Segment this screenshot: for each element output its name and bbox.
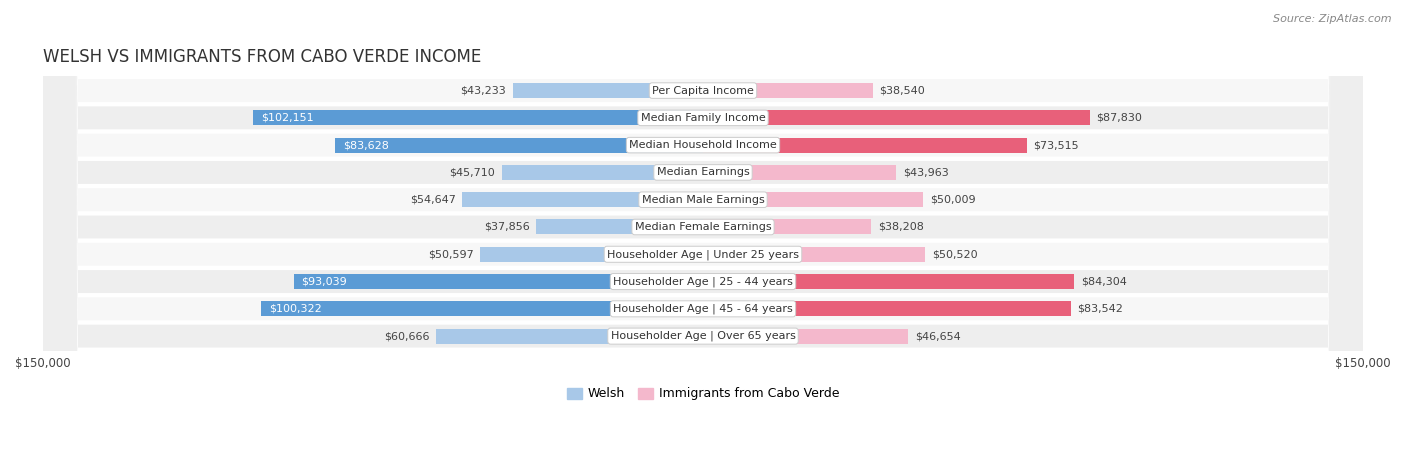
Bar: [703, 219, 872, 234]
Bar: [536, 219, 703, 234]
FancyBboxPatch shape: [42, 0, 1364, 467]
Bar: [253, 110, 703, 125]
Text: $37,856: $37,856: [484, 222, 530, 232]
FancyBboxPatch shape: [42, 0, 1364, 467]
Bar: [262, 301, 703, 316]
Bar: [463, 192, 703, 207]
Bar: [703, 301, 1071, 316]
Text: Per Capita Income: Per Capita Income: [652, 85, 754, 96]
Text: $100,322: $100,322: [270, 304, 322, 314]
Bar: [703, 329, 908, 344]
Bar: [703, 192, 924, 207]
FancyBboxPatch shape: [42, 0, 1364, 467]
Bar: [703, 138, 1026, 153]
Text: $45,710: $45,710: [450, 168, 495, 177]
Text: $50,597: $50,597: [427, 249, 474, 259]
Text: WELSH VS IMMIGRANTS FROM CABO VERDE INCOME: WELSH VS IMMIGRANTS FROM CABO VERDE INCO…: [42, 48, 481, 66]
Bar: [703, 110, 1090, 125]
Bar: [703, 247, 925, 262]
Text: Source: ZipAtlas.com: Source: ZipAtlas.com: [1274, 14, 1392, 24]
FancyBboxPatch shape: [42, 0, 1364, 467]
FancyBboxPatch shape: [42, 0, 1364, 467]
FancyBboxPatch shape: [42, 0, 1364, 467]
Bar: [703, 274, 1074, 289]
Text: $83,628: $83,628: [343, 140, 388, 150]
FancyBboxPatch shape: [42, 0, 1364, 467]
Text: Householder Age | Under 25 years: Householder Age | Under 25 years: [607, 249, 799, 260]
Text: Median Earnings: Median Earnings: [657, 168, 749, 177]
Text: Householder Age | 25 - 44 years: Householder Age | 25 - 44 years: [613, 276, 793, 287]
Text: $73,515: $73,515: [1033, 140, 1078, 150]
Bar: [481, 247, 703, 262]
Text: $43,233: $43,233: [460, 85, 506, 96]
FancyBboxPatch shape: [42, 0, 1364, 467]
Text: $38,208: $38,208: [877, 222, 924, 232]
Bar: [502, 165, 703, 180]
Text: $87,830: $87,830: [1097, 113, 1142, 123]
Text: $60,666: $60,666: [384, 331, 429, 341]
Text: $102,151: $102,151: [262, 113, 314, 123]
Text: $84,304: $84,304: [1081, 276, 1126, 287]
Text: Median Family Income: Median Family Income: [641, 113, 765, 123]
Bar: [294, 274, 703, 289]
Bar: [335, 138, 703, 153]
Text: $46,654: $46,654: [915, 331, 960, 341]
Text: Median Male Earnings: Median Male Earnings: [641, 195, 765, 205]
Bar: [436, 329, 703, 344]
Text: $50,520: $50,520: [932, 249, 977, 259]
Bar: [703, 165, 897, 180]
Text: $50,009: $50,009: [929, 195, 976, 205]
Bar: [513, 83, 703, 98]
Text: $83,542: $83,542: [1077, 304, 1123, 314]
FancyBboxPatch shape: [42, 0, 1364, 467]
Text: Householder Age | 45 - 64 years: Householder Age | 45 - 64 years: [613, 304, 793, 314]
Legend: Welsh, Immigrants from Cabo Verde: Welsh, Immigrants from Cabo Verde: [561, 382, 845, 405]
Text: $38,540: $38,540: [879, 85, 925, 96]
Text: Median Female Earnings: Median Female Earnings: [634, 222, 772, 232]
Text: $93,039: $93,039: [301, 276, 347, 287]
Text: $43,963: $43,963: [903, 168, 949, 177]
FancyBboxPatch shape: [42, 0, 1364, 467]
Text: Householder Age | Over 65 years: Householder Age | Over 65 years: [610, 331, 796, 341]
Bar: [703, 83, 873, 98]
Text: $54,647: $54,647: [411, 195, 456, 205]
Text: Median Household Income: Median Household Income: [628, 140, 778, 150]
